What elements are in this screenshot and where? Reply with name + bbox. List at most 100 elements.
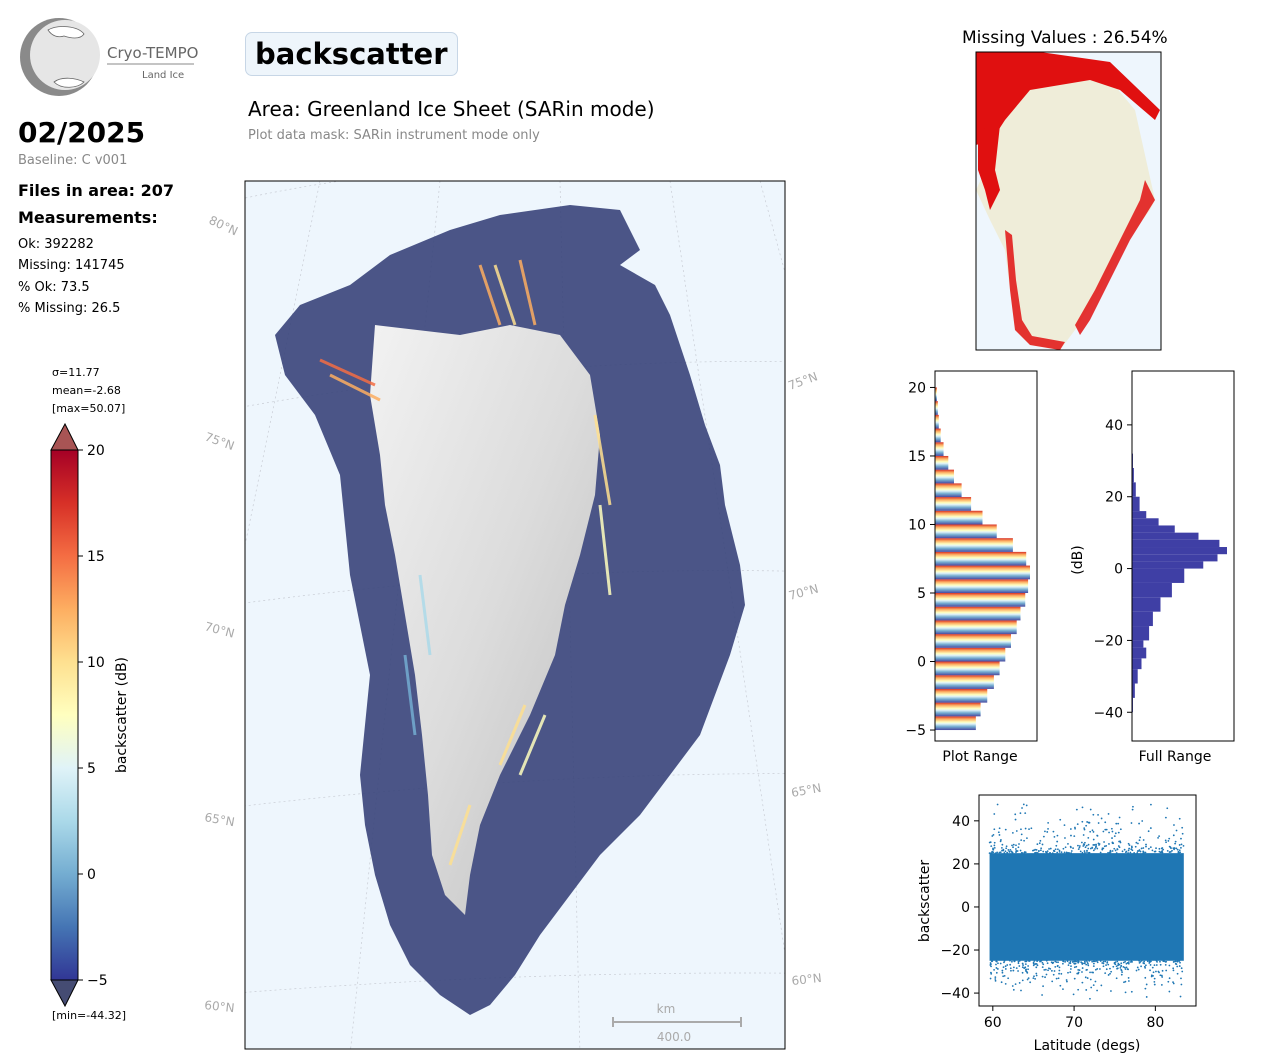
scatter-point (1077, 959, 1080, 962)
scatter-point (1012, 846, 1014, 849)
scatter-point (1075, 965, 1078, 968)
ice-sheet-interior (370, 325, 600, 915)
scatter-point (1024, 960, 1027, 963)
scatter-point (1143, 852, 1145, 854)
scatter-point (1092, 962, 1095, 965)
scatter-point (1035, 851, 1038, 854)
scatter-point (1004, 828, 1007, 831)
scatter-point (1158, 850, 1161, 853)
scatter-point (1137, 968, 1140, 971)
scatter-point (1098, 844, 1100, 846)
scatter-point (1050, 969, 1053, 972)
scatter-point (1092, 984, 1095, 987)
scatter-point (1081, 806, 1084, 809)
scatter-point (1176, 972, 1179, 975)
scatter-point (1152, 975, 1154, 977)
lat-label: 70°N (787, 582, 820, 603)
scatter-point (1087, 847, 1090, 850)
scatter-ytick-label: 0 (961, 900, 970, 916)
cryo-tempo-logo: Cryo-TEMPO Land Ice (20, 18, 198, 96)
scatter-point (1088, 851, 1091, 854)
scatter-point (1173, 824, 1175, 826)
scatter-point (993, 844, 996, 847)
mask-note: Plot data mask: SARin instrument mode on… (248, 128, 540, 143)
scatter-point (1089, 847, 1092, 850)
scatter-point (1017, 970, 1019, 972)
scatter-point (1144, 976, 1147, 979)
scatter-point (1000, 839, 1002, 841)
scatter-point (1125, 966, 1128, 969)
scatter-point (1144, 851, 1147, 854)
scatter-point (1115, 822, 1118, 825)
scatter-point (1015, 830, 1018, 832)
scatter-point (1089, 978, 1092, 981)
hist-bar (1132, 518, 1159, 526)
scatter-point (1007, 849, 1010, 851)
scatter-point (1058, 966, 1061, 969)
scatter-point (998, 851, 1001, 854)
scatter-point (1149, 827, 1152, 829)
scatter-point (1099, 968, 1101, 970)
scatter-point (1028, 828, 1030, 831)
warm-tracks (319, 259, 612, 866)
scatter-point (1049, 967, 1052, 970)
scatter-point (1093, 844, 1096, 846)
scatter-point (1054, 960, 1057, 963)
scatter-point (1069, 960, 1072, 963)
scatter-point (993, 968, 995, 971)
scatter-point (1172, 967, 1175, 970)
missing-map (975, 51, 1162, 351)
scatter-point (1149, 969, 1151, 972)
scatter-point (1085, 989, 1088, 991)
hist-tick-label: 20 (908, 380, 926, 396)
month-heading: 02/2025 (18, 116, 146, 149)
scatter-point (1180, 843, 1183, 846)
hist-tick-label: 40 (1105, 418, 1123, 434)
hist-bar (1132, 554, 1218, 562)
scatter-point (1000, 846, 1003, 849)
scatter-point (1021, 807, 1023, 809)
scatter-point (1025, 970, 1028, 973)
scatter-point (1120, 962, 1123, 965)
scatter-point (1057, 961, 1059, 964)
hist-bar (1132, 568, 1185, 583)
scatter-point (1044, 851, 1047, 853)
scatter-point (1121, 971, 1124, 974)
hist-bar (1132, 683, 1135, 698)
hist-plot-range-xlabel: Plot Range (942, 749, 1017, 765)
scatter-point (989, 841, 992, 844)
scatter-point (1056, 840, 1059, 843)
scatter-point (1090, 986, 1093, 989)
scatter-point (996, 968, 999, 970)
scatter-point (1044, 976, 1046, 979)
scatter-point (1062, 988, 1064, 991)
hist-bar (935, 524, 997, 539)
scatter-point (1001, 843, 1004, 846)
scatter-point (1123, 966, 1126, 969)
scatter-point (1024, 827, 1027, 830)
scatter-point (1138, 839, 1141, 842)
scatter-point (1085, 963, 1088, 966)
hist-bar (1132, 611, 1153, 627)
scatter-point (1041, 961, 1044, 964)
scatter-point (1064, 960, 1067, 963)
colorbar-tick-label: −5 (87, 973, 108, 989)
scatter-point (1059, 984, 1062, 987)
scatter-point (1175, 847, 1178, 850)
scatter-point (1129, 961, 1132, 963)
scatter-point (1021, 966, 1024, 969)
hist-bar (1132, 532, 1199, 540)
scatter-point (1178, 965, 1181, 967)
ok-count: Ok: 392282 (18, 237, 94, 252)
scatter-point (1072, 993, 1075, 996)
scatter-point (1044, 968, 1047, 971)
scatter-point (1014, 818, 1017, 821)
scatter-point (1105, 968, 1108, 971)
scatter-point (1094, 847, 1096, 850)
scatter-latitude: 40 20 0 −20 −40 60 70 80 backscatter Latitude (… (917, 794, 1197, 1054)
lat-label: 65°N (203, 810, 235, 829)
scatter-point (1081, 971, 1083, 973)
scatter-point (1117, 831, 1120, 834)
scatter-point (1075, 808, 1078, 811)
scatter-point (994, 979, 997, 982)
